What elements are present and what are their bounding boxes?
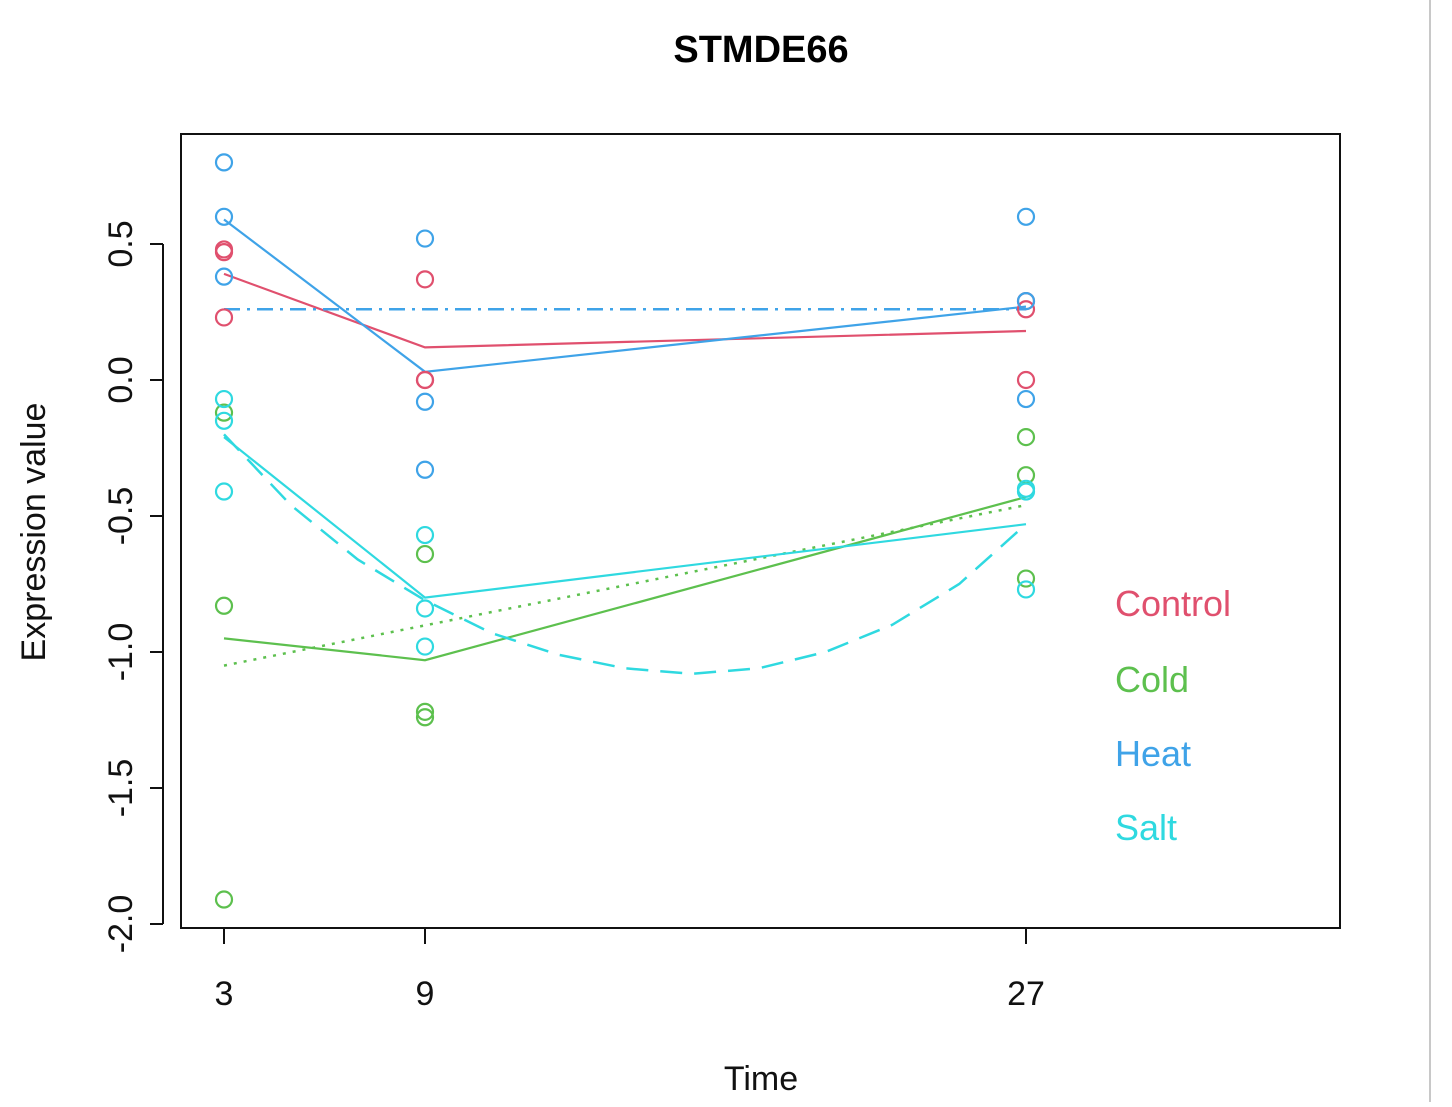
y-tick-label: -0.5: [102, 487, 140, 546]
heat-data-point: [1016, 389, 1036, 409]
salt-mean-line: [223, 436, 1027, 599]
salt-data-point: [415, 637, 435, 656]
salt-data-point: [214, 482, 234, 501]
y-axis-label: Expression value: [15, 403, 53, 662]
y-tick-label: -1.0: [102, 623, 140, 682]
cold-data-point: [214, 596, 234, 615]
cold-data-point: [415, 708, 435, 727]
heat-data-point: [1016, 207, 1036, 226]
series-lines: [223, 218, 1027, 676]
cold-data-point: [1016, 428, 1036, 447]
cold-data-point: [214, 403, 234, 422]
x-tick-label: 27: [1007, 975, 1045, 1013]
control-data-point: [214, 308, 234, 327]
salt-fit-line: [223, 433, 1027, 676]
control-mean-line: [223, 272, 1027, 349]
heat-data-point: [415, 229, 435, 248]
window-edge-divider: [1429, 0, 1431, 1102]
salt-data-point: [214, 411, 234, 430]
salt-data-point: [1016, 580, 1036, 599]
control-data-point: [214, 240, 234, 259]
heat-data-point: [214, 207, 234, 226]
y-tick-label: 0.0: [102, 356, 140, 403]
legend-entry-cold: Cold: [1115, 659, 1189, 700]
cold-mean-line: [223, 495, 1027, 662]
cold-data-point: [214, 890, 234, 909]
y-tick-label: -1.5: [102, 759, 140, 818]
heat-data-point: [214, 267, 234, 286]
salt-data-point: [415, 599, 435, 618]
cold-data-point: [415, 702, 435, 721]
salt-data-point: [214, 389, 234, 409]
heat-data-point: [214, 153, 234, 172]
y-tick-label: 0.5: [102, 220, 140, 267]
legend-entry-heat: Heat: [1115, 733, 1191, 774]
cold-data-point: [1016, 569, 1036, 588]
heat-mean-line: [223, 218, 1027, 373]
legend-entry-salt: Salt: [1115, 807, 1177, 848]
heat-data-point: [415, 460, 435, 479]
x-tick-label: 3: [215, 975, 234, 1013]
y-axis: -2.0 -1.5 -1.0 -0.5 0.0 0.5: [102, 220, 164, 954]
control-data-point: [1016, 370, 1036, 390]
heat-data-point: [1016, 292, 1036, 311]
control-data-point: [415, 370, 435, 390]
heat-data-point: [415, 392, 435, 411]
cold-data-point: [415, 544, 435, 564]
y-tick-label: -2.0: [102, 895, 140, 954]
legend: Control Cold Heat Salt: [1115, 583, 1231, 848]
series-points: [214, 153, 1036, 909]
control-data-point: [415, 270, 435, 289]
x-axis: 3 9 27: [215, 927, 1045, 1013]
x-tick-label: 9: [416, 975, 435, 1013]
x-axis-label: Time: [724, 1060, 798, 1098]
salt-data-point: [1016, 482, 1036, 501]
salt-data-point: [415, 525, 435, 545]
legend-entry-control: Control: [1115, 583, 1231, 624]
control-data-point: [1016, 300, 1036, 319]
cold-fit-line: [223, 503, 1027, 667]
chart-title: STMDE66: [673, 29, 848, 71]
